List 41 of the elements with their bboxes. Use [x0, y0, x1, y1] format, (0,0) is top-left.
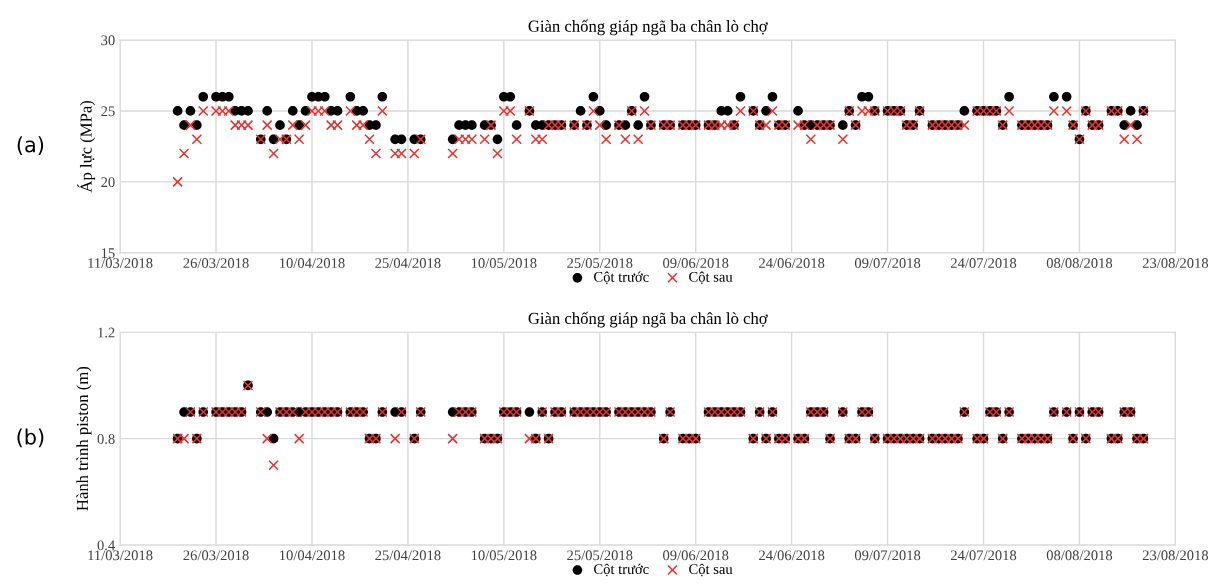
legend-label: Cột trước [594, 271, 649, 285]
y-tick-label: 20 [101, 177, 115, 188]
text: (a) [17, 136, 44, 155]
x-tick-label: 23/08/2018 [1142, 258, 1209, 268]
x-tick-label: 10/04/2018 [280, 258, 345, 268]
x-tick-label: 10/04/2018 [280, 550, 345, 561]
x-tick-label: 24/06/2018 [759, 550, 825, 561]
x-tick-label: 09/06/2018 [663, 550, 729, 561]
x-tick-label: 25/05/2018 [567, 258, 633, 268]
x-tick-label: 25/05/2018 [567, 550, 633, 561]
x-tick-label: 26/03/2018 [183, 550, 249, 561]
x-tick-label: 11/03/2018 [88, 550, 153, 561]
x-tick-label: 24/07/2018 [950, 550, 1017, 561]
legend-label: Cột sau [689, 563, 733, 577]
y-tick-label: 0.4 [97, 540, 115, 551]
x-tick-label: 26/03/2018 [183, 258, 249, 268]
x-tick-label: 09/06/2018 [663, 258, 729, 268]
x-tick-label: 23/08/2018 [1142, 550, 1209, 561]
x-tick-label: 09/07/2018 [854, 550, 921, 561]
x-tick-label: 11/03/2018 [88, 258, 153, 268]
x-tick-label: 24/06/2018 [759, 258, 825, 268]
x-tick-label: 08/08/2018 [1046, 258, 1113, 268]
chart-title: Giàn chống giáp ngã ba chân lò chợ [528, 19, 768, 36]
y-axis-title: Hành trình piston (m) [76, 366, 92, 511]
x-tick-label: 08/08/2018 [1046, 550, 1113, 561]
y-tick-label: 30 [101, 35, 115, 46]
legend-label: Cột trước [594, 563, 649, 577]
text: (b) [17, 428, 44, 448]
y-tick-label: 1.2 [98, 327, 115, 338]
legend-label: Cột sau [689, 271, 733, 285]
x-tick-label: 10/05/2018 [471, 258, 537, 268]
x-tick-label: 25/04/2018 [375, 550, 441, 561]
y-tick-label: 25 [101, 106, 115, 117]
x-tick-label: 10/05/2018 [471, 550, 537, 561]
y-tick-label: 15 [101, 248, 115, 259]
chart-title: Giàn chống giáp ngã ba chân lò chợ [528, 311, 768, 328]
x-tick-label: 25/04/2018 [375, 258, 441, 268]
x-tick-label: 09/07/2018 [854, 258, 921, 268]
y-tick-label: 0.8 [97, 434, 115, 444]
y-axis-title: Áp lực (MPa) [77, 100, 96, 193]
x-tick-label: 24/07/2018 [950, 258, 1017, 268]
